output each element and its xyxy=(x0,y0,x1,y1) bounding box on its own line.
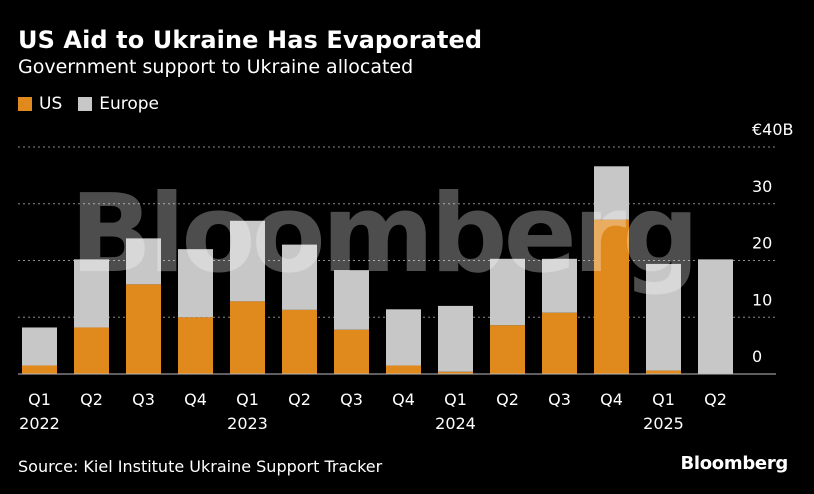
bar-us xyxy=(126,284,161,374)
bar-europe xyxy=(74,259,109,328)
bar-europe xyxy=(438,305,473,372)
chart-title: US Aid to Ukraine Has Evaporated xyxy=(18,26,483,54)
bar-us xyxy=(542,312,577,374)
x-tick-label: Q1 xyxy=(652,390,675,409)
x-tick-year-label: 2025 xyxy=(643,414,684,433)
bar-us xyxy=(646,370,681,374)
legend-item-us: US xyxy=(18,94,62,114)
x-tick-label: Q1 xyxy=(444,390,467,409)
x-tick-label: Q4 xyxy=(600,390,623,409)
y-tick-label: €40B xyxy=(752,120,794,139)
bar-europe xyxy=(646,263,681,371)
bar-europe xyxy=(282,244,317,310)
bar-us xyxy=(74,327,109,374)
y-tick-label: 20 xyxy=(752,234,772,253)
bar-europe xyxy=(334,270,369,330)
x-tick-label: Q3 xyxy=(340,390,363,409)
y-tick-label: 10 xyxy=(752,290,772,309)
bar-us xyxy=(282,309,317,374)
x-tick-label: Q1 xyxy=(236,390,259,409)
bar-europe xyxy=(178,249,213,318)
x-tick-label: Q3 xyxy=(548,390,571,409)
bar-us xyxy=(230,301,265,374)
bar-us xyxy=(386,365,421,374)
bar-us xyxy=(334,329,369,374)
chart-subtitle: Government support to Ukraine allocated xyxy=(18,56,414,78)
source-note: Source: Kiel Institute Ukraine Support T… xyxy=(18,457,383,476)
legend-swatch-europe xyxy=(78,97,93,111)
bar-us xyxy=(594,219,629,374)
bar-us xyxy=(22,365,57,374)
x-tick-year-label: 2022 xyxy=(19,414,60,433)
x-tick-label: Q2 xyxy=(80,390,103,409)
bar-europe xyxy=(126,238,161,285)
x-tick-label: Q2 xyxy=(496,390,519,409)
bar-europe xyxy=(22,327,57,366)
x-tick-year-label: 2024 xyxy=(435,414,476,433)
legend-swatch-us xyxy=(18,97,32,111)
bar-us xyxy=(178,317,213,374)
bloomberg-logo: Bloomberg xyxy=(680,453,788,474)
legend-label-europe: Europe xyxy=(99,94,160,114)
bar-europe xyxy=(594,166,629,220)
bar-europe xyxy=(490,258,525,326)
bar-us xyxy=(438,371,473,374)
x-tick-label: Q1 xyxy=(28,390,51,409)
x-tick-label: Q2 xyxy=(704,390,727,409)
legend-label-us: US xyxy=(39,94,63,114)
bar-europe xyxy=(386,309,421,366)
bar-europe xyxy=(698,259,733,374)
y-tick-label: 0 xyxy=(752,347,762,366)
chart-legend: US Europe xyxy=(18,94,159,114)
y-tick-label: 30 xyxy=(752,177,772,196)
x-tick-label: Q4 xyxy=(392,390,415,409)
x-tick-year-label: 2023 xyxy=(227,414,268,433)
legend-item-europe: Europe xyxy=(78,94,159,114)
bar-europe xyxy=(542,258,577,313)
x-tick-label: Q2 xyxy=(288,390,311,409)
x-tick-label: Q3 xyxy=(132,390,155,409)
bar-europe xyxy=(230,220,265,302)
bar-us xyxy=(490,325,525,374)
x-tick-label: Q4 xyxy=(184,390,207,409)
